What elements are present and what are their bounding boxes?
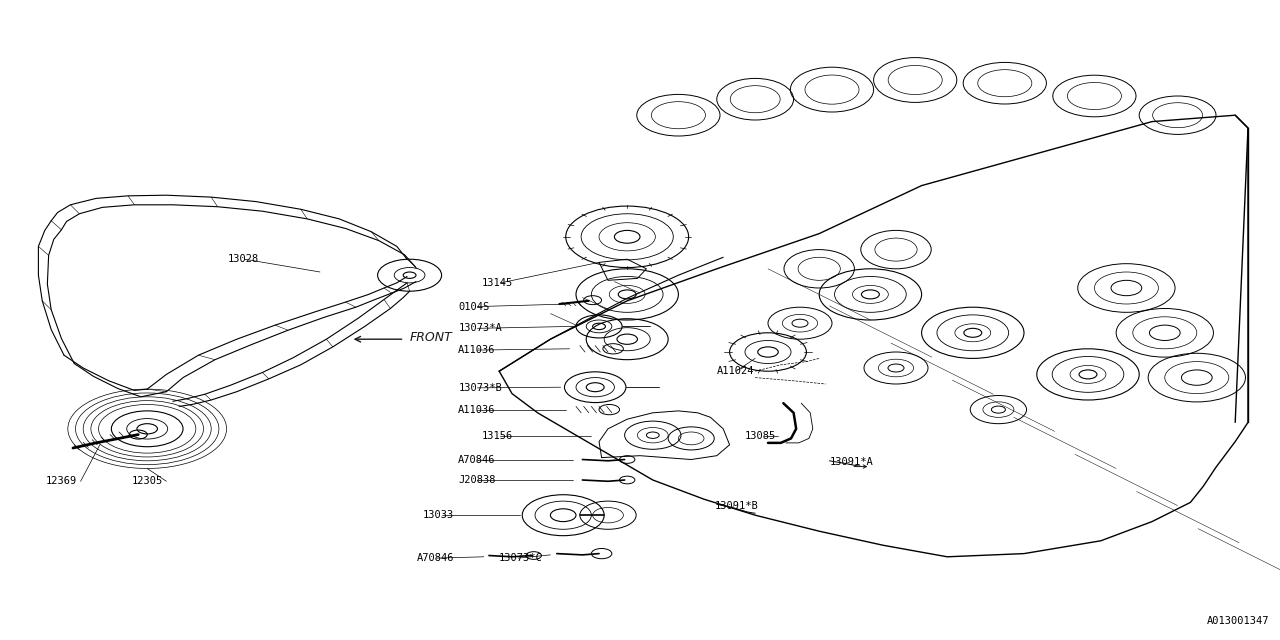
Text: 13073*A: 13073*A [458,323,502,333]
Text: 13156: 13156 [481,431,512,442]
Text: 13073*B: 13073*B [458,383,502,393]
Text: 13028: 13028 [228,254,259,264]
Text: A11024: A11024 [717,366,754,376]
Text: 13145: 13145 [481,278,512,288]
Text: 13085: 13085 [745,431,776,442]
Text: 13091*B: 13091*B [714,500,758,511]
Text: 13073*C: 13073*C [499,553,543,563]
Text: 12369: 12369 [46,476,77,486]
Text: 13033: 13033 [422,510,453,520]
Text: A11036: A11036 [458,404,495,415]
Text: A013001347: A013001347 [1207,616,1270,626]
Text: 12305: 12305 [132,476,163,486]
Text: FRONT: FRONT [410,332,452,344]
Text: 13091*A: 13091*A [829,457,873,467]
Text: 0104S: 0104S [458,301,489,312]
Text: A70846: A70846 [458,454,495,465]
Text: A70846: A70846 [417,553,454,563]
Text: A11036: A11036 [458,345,495,355]
Text: J20838: J20838 [458,475,495,485]
